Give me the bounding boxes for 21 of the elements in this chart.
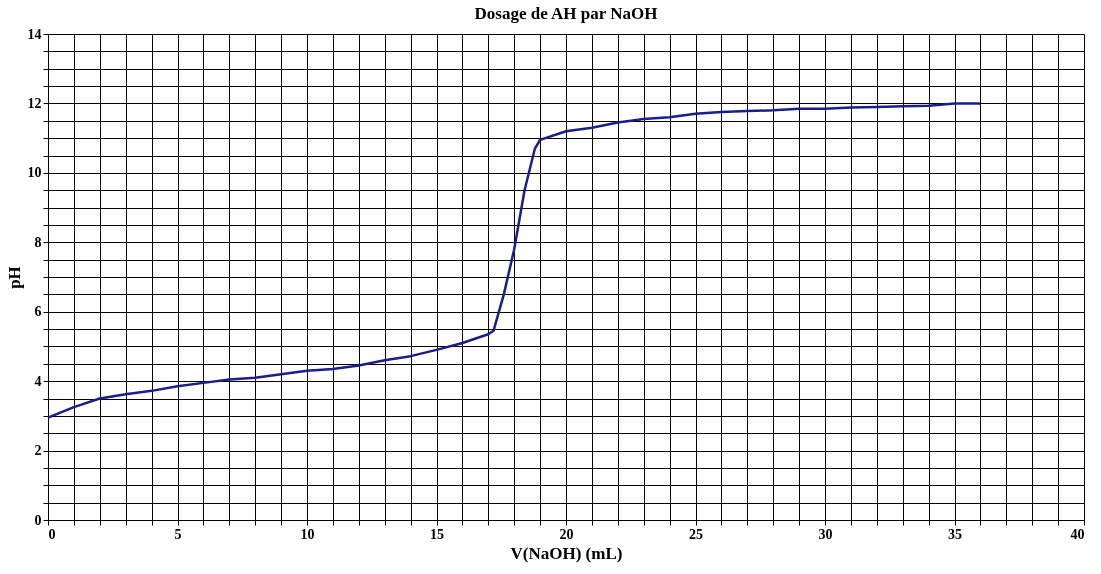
x-tick-label: 20 [559, 526, 574, 542]
chart-title: Dosage de AH par NaOH [474, 4, 658, 23]
x-tick-label: 0 [48, 526, 56, 542]
x-tick-label: 15 [430, 526, 444, 542]
y-tick-label: 0 [34, 512, 42, 528]
y-tick-label: 12 [27, 95, 42, 111]
x-tick-label: 35 [948, 526, 962, 542]
x-tick-label: 30 [818, 526, 833, 542]
x-axis-title: V(NaOH) (mL) [510, 543, 623, 563]
x-tick-label: 40 [1070, 526, 1085, 542]
y-tick-label: 2 [34, 443, 42, 459]
y-tick-label: 6 [34, 304, 42, 320]
y-tick-label: 14 [27, 26, 42, 42]
x-tick-label: 10 [300, 526, 315, 542]
y-axis-title: pH [4, 266, 24, 289]
x-tick-label: 5 [174, 526, 182, 542]
line-series [46, 102, 982, 419]
x-tick-label: 25 [689, 526, 703, 542]
y-tick-label: 10 [27, 165, 42, 181]
y-tick-label: 8 [34, 234, 42, 250]
y-tick-label: 4 [34, 373, 42, 389]
